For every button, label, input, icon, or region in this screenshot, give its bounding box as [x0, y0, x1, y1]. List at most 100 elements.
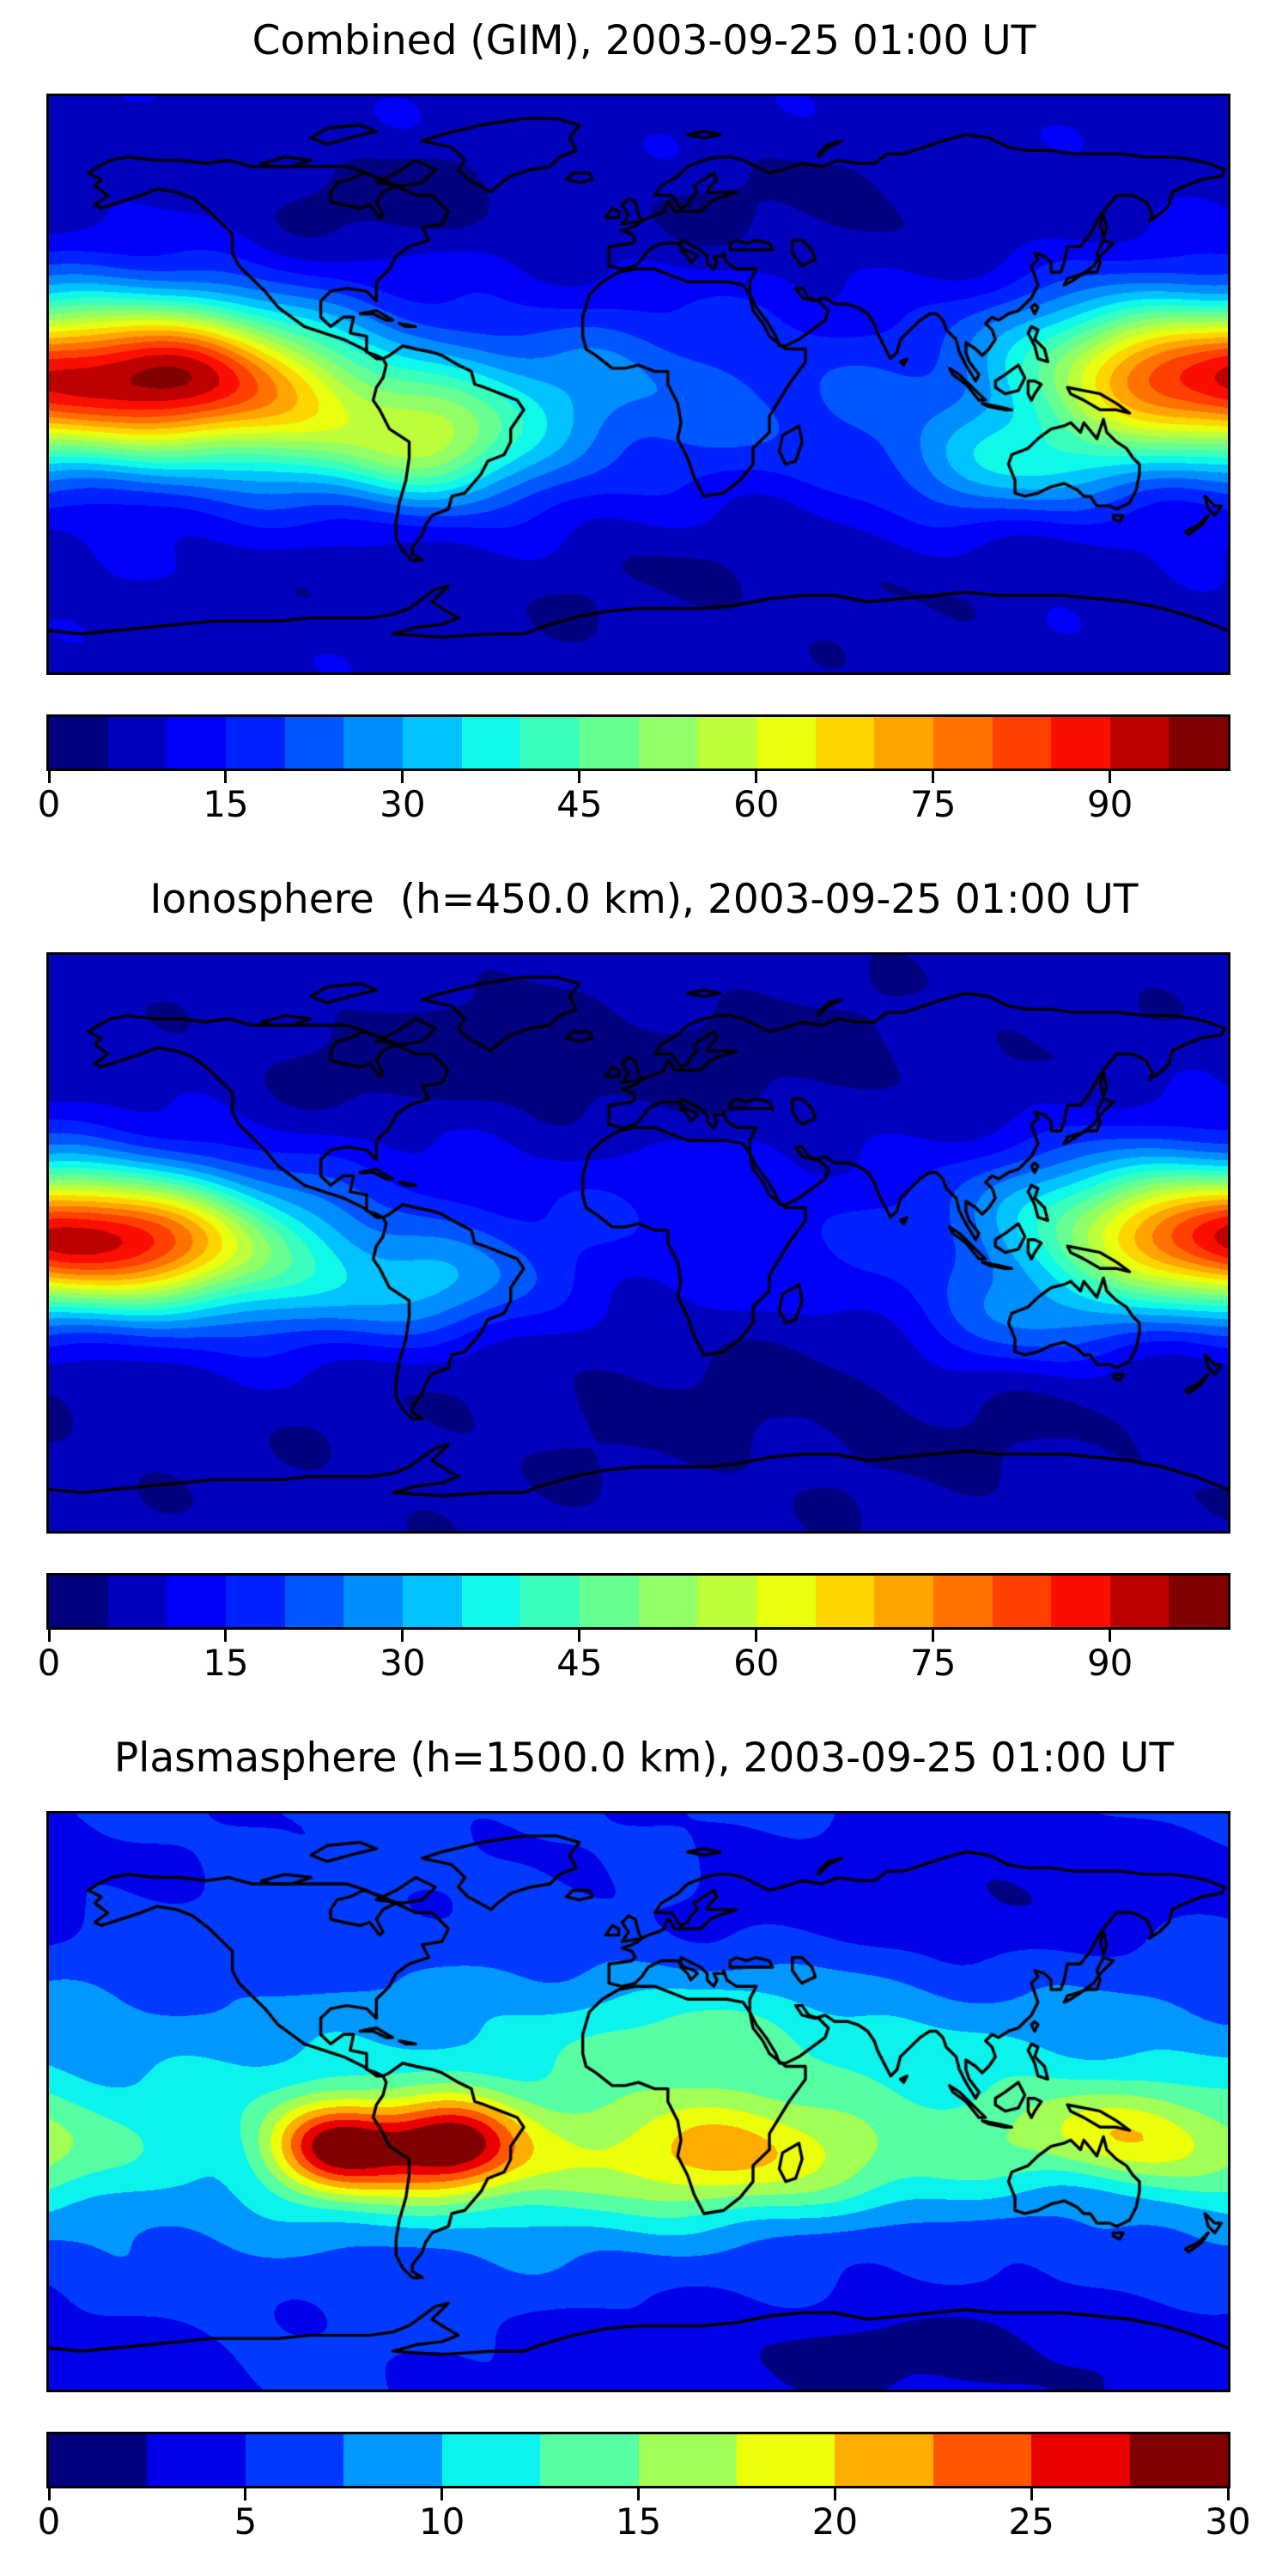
colorbar-segment	[225, 1576, 285, 1627]
colorbar-segment	[1169, 1576, 1229, 1627]
colorbar-tick-label: 30	[380, 783, 426, 825]
colorbar-segment	[1031, 2434, 1130, 2486]
world-map-ionosphere	[46, 952, 1230, 1534]
panel-title: Plasmasphere (h=1500.0 km), 2003-09-25 0…	[113, 1735, 1175, 1782]
colorbar-segment	[1129, 2434, 1229, 2486]
colorbar-segment	[756, 717, 816, 769]
colorbar-segment	[1051, 1576, 1110, 1627]
colorbar-tick	[755, 1630, 758, 1642]
colorbar-segment	[402, 1576, 462, 1627]
colorbar-segment	[1051, 717, 1110, 769]
colorbar-segment	[1109, 1576, 1170, 1627]
panel-title: Ionosphere (h=450.0 km), 2003-09-25 01:0…	[149, 876, 1139, 923]
colorbar-tick-label: 15	[615, 2500, 662, 2543]
colorbar-tick-label: 45	[556, 1642, 603, 1684]
colorbar-ionosphere	[46, 1573, 1230, 1630]
world-map-combined	[46, 94, 1230, 675]
world-map-plasmasphere	[46, 1811, 1230, 2392]
colorbar-tick	[1109, 771, 1112, 783]
colorbar-segment	[992, 717, 1052, 769]
colorbar-segment	[638, 717, 698, 769]
colorbar-tick-label: 30	[380, 1642, 426, 1684]
colorbar-segment	[107, 1576, 167, 1627]
colorbar-tick	[1030, 2488, 1033, 2500]
colorbar-segment	[815, 717, 875, 769]
panel-ionosphere: Ionosphere (h=450.0 km), 2003-09-25 01:0…	[0, 859, 1288, 1717]
colorbar-segment	[874, 1576, 933, 1627]
colorbar-segment	[147, 2434, 246, 2486]
panel-title: Combined (GIM), 2003-09-25 01:00 UT	[252, 17, 1036, 64]
colorbar-tick	[578, 1630, 581, 1642]
colorbar-segment	[49, 1576, 108, 1627]
colorbar-tick	[578, 771, 581, 783]
colorbar-segment	[245, 2434, 344, 2486]
colorbar-segment	[540, 2434, 639, 2486]
colorbar-tick-label: 45	[556, 783, 603, 825]
colorbar-combined	[46, 714, 1230, 771]
colorbar-segment	[167, 1576, 226, 1627]
colorbar-segment	[225, 717, 285, 769]
colorbar-tick-label: 90	[1086, 1642, 1133, 1684]
colorbar-segment	[441, 2434, 541, 2486]
colorbar-tick	[47, 771, 51, 783]
colorbar-tick-label: 20	[811, 2500, 859, 2543]
colorbar-ticks-ionosphere: 0 15 30 45 60 75 90	[38, 1630, 1228, 1707]
colorbar-tick-label: 60	[733, 783, 780, 825]
colorbar-tick	[1109, 1630, 1112, 1642]
colorbar-tick	[1226, 2488, 1230, 2500]
colorbar-segment	[638, 1576, 698, 1627]
colorbar-segment	[579, 1576, 639, 1627]
colorbar-ticks-plasmasphere: 0 5 10 15 20 25 30	[38, 2488, 1251, 2566]
colorbar-tick	[47, 1630, 51, 1642]
colorbar-segment	[835, 2434, 933, 2486]
colorbar-segment	[874, 717, 933, 769]
colorbar-segment	[461, 717, 521, 769]
colorbar-segment	[697, 1576, 756, 1627]
colorbar-tick	[932, 1630, 935, 1642]
colorbar-segment	[402, 717, 462, 769]
colorbar-segment	[697, 717, 756, 769]
colorbar-tick	[224, 771, 228, 783]
colorbar-segment	[520, 1576, 580, 1627]
colorbar-segment	[49, 717, 108, 769]
colorbar-tick-label: 30	[1205, 2500, 1251, 2543]
colorbar-tick	[755, 771, 758, 783]
colorbar-segment	[1169, 717, 1229, 769]
colorbar-segment	[284, 717, 344, 769]
colorbar-tick-label: 75	[910, 1642, 957, 1684]
colorbar-segment	[638, 2434, 737, 2486]
colorbar-segment	[579, 717, 639, 769]
panel-combined: Combined (GIM), 2003-09-25 01:00 UT 0 15 3…	[0, 0, 1288, 859]
colorbar-segment	[461, 1576, 521, 1627]
colorbar-segment	[520, 717, 580, 769]
colorbar-ticks-combined: 0 15 30 45 60 75 90	[38, 771, 1228, 848]
colorbar-tick-label: 25	[1008, 2500, 1054, 2543]
colorbar-tick-label: 0	[37, 783, 61, 825]
colorbar-tick-label: 90	[1086, 783, 1133, 825]
colorbar-tick	[401, 771, 404, 783]
colorbar-tick-label: 75	[910, 783, 957, 825]
colorbar-segment	[933, 717, 993, 769]
colorbar-segment	[736, 2434, 835, 2486]
colorbar-segment	[933, 1576, 993, 1627]
colorbar-segment	[167, 717, 226, 769]
colorbar-tick	[244, 2488, 247, 2500]
colorbar-segment	[933, 2434, 1032, 2486]
colorbar-tick	[47, 2488, 51, 2500]
colorbar-segment	[284, 1576, 344, 1627]
colorbar-tick-label: 0	[37, 2500, 61, 2543]
colorbar-segment	[343, 2434, 442, 2486]
colorbar-segment	[1109, 717, 1170, 769]
colorbar-segment	[107, 717, 167, 769]
colorbar-segment	[815, 1576, 875, 1627]
colorbar-plasmasphere	[46, 2432, 1230, 2488]
colorbar-tick-label: 0	[37, 1642, 61, 1684]
colorbar-tick	[224, 1630, 228, 1642]
colorbar-segment	[343, 717, 403, 769]
colorbar-tick	[440, 2488, 444, 2500]
colorbar-tick	[637, 2488, 640, 2500]
colorbar-segment	[343, 1576, 403, 1627]
panel-plasmasphere: Plasmasphere (h=1500.0 km), 2003-09-25 0…	[0, 1717, 1288, 2576]
colorbar-segment	[49, 2434, 148, 2486]
colorbar-tick-label: 15	[203, 783, 249, 825]
